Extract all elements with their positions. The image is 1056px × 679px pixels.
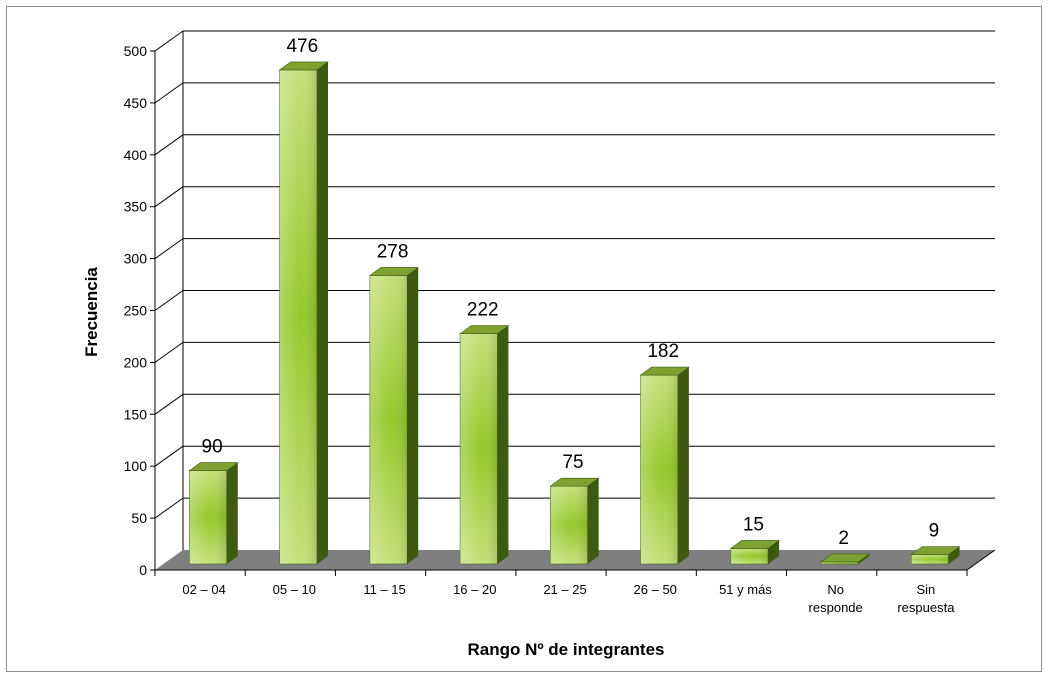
data-label: 15 xyxy=(743,514,764,535)
bar-top xyxy=(639,366,690,376)
x-tick-label: 16 – 20 xyxy=(453,582,496,597)
gridline-diagonal xyxy=(154,341,184,363)
data-label: 476 xyxy=(286,36,318,57)
bar-top xyxy=(910,546,961,555)
axes: 0 50 100 150 200 250 300 350 400 450 500 02 – 04 05 … xyxy=(124,43,996,615)
bar-shade xyxy=(189,470,227,564)
bar-side xyxy=(948,546,960,564)
data-labels: 90 476 278 222 75 182 15 2 9 xyxy=(202,36,940,549)
y-tick-label: 50 xyxy=(131,510,147,526)
bar-side xyxy=(497,325,509,564)
gridline-diagonal xyxy=(154,238,184,260)
data-label: 75 xyxy=(562,452,583,473)
bar-top xyxy=(188,462,239,471)
bar-top xyxy=(278,61,329,71)
x-tick-label: Sin xyxy=(916,582,935,597)
data-label: 222 xyxy=(467,300,499,321)
y-tick-label: 250 xyxy=(124,303,148,319)
x-axis-title: Rango Nº de integrantes xyxy=(467,640,664,659)
y-axis-title: Frecuencia xyxy=(82,267,101,357)
gridline-diagonal xyxy=(154,186,184,208)
gridline-diagonal xyxy=(154,393,184,415)
x-tick-label: respuesta xyxy=(897,600,955,615)
gridline-diagonal xyxy=(154,445,184,467)
y-tick-label: 150 xyxy=(124,406,148,422)
data-label: 90 xyxy=(202,437,223,458)
y-tick-label: 400 xyxy=(124,147,148,163)
bar-shade xyxy=(911,554,949,564)
bar-top xyxy=(820,553,871,563)
bars xyxy=(188,61,961,565)
gridline-diagonal xyxy=(154,82,184,104)
y-tick-label: 0 xyxy=(139,562,147,578)
x-tick-label: 05 – 10 xyxy=(273,582,316,597)
bar-shade xyxy=(550,486,588,564)
x-tick-label: responde xyxy=(809,600,863,615)
gridline-diagonal xyxy=(154,497,184,519)
x-tick-label: 51 y más xyxy=(719,582,772,597)
bar-side xyxy=(858,553,870,564)
gridline-diagonal xyxy=(154,30,184,52)
x-tick-label: No xyxy=(827,582,844,597)
bar-shade xyxy=(640,375,678,564)
y-tick-label: 500 xyxy=(124,43,148,59)
bar-top xyxy=(368,267,420,276)
y-tick-label: 350 xyxy=(124,199,148,215)
bar-side xyxy=(407,267,419,564)
bar-chart: 0 50 100 150 200 250 300 350 400 450 500 02 – 04 05 … xyxy=(82,30,996,659)
data-label: 278 xyxy=(377,241,409,262)
bar-side xyxy=(226,462,238,564)
y-tick-label: 200 xyxy=(124,354,148,370)
bar-shade xyxy=(460,333,498,564)
bar-shade xyxy=(730,548,769,564)
bar-top xyxy=(549,477,600,487)
bar-shade xyxy=(369,275,408,564)
bar-side xyxy=(317,61,328,565)
y-tick-label: 100 xyxy=(124,458,148,474)
bar-shade xyxy=(821,561,859,564)
x-tick-label: 02 – 04 xyxy=(182,582,225,597)
x-tick-label: 11 – 15 xyxy=(363,582,405,597)
x-axis-depth-line xyxy=(966,549,996,571)
x-tick-label: 21 – 25 xyxy=(543,582,586,597)
y-tick-label: 300 xyxy=(124,251,148,267)
bar-top xyxy=(459,325,510,334)
gridline-diagonal xyxy=(154,290,184,311)
bar-top xyxy=(729,540,781,549)
data-label: 182 xyxy=(647,341,679,362)
data-label: 9 xyxy=(929,521,940,542)
bar-shade xyxy=(279,69,317,565)
data-label: 2 xyxy=(838,528,849,549)
x-tick-label: 26 – 50 xyxy=(634,582,677,597)
gridline-diagonal xyxy=(154,134,184,156)
bar-side xyxy=(677,367,689,564)
chart-frame: 0 50 100 150 200 250 300 350 400 450 500 02 – 04 05 … xyxy=(6,6,1042,672)
bar-side xyxy=(768,540,780,564)
y-tick-label: 450 xyxy=(124,95,148,111)
bar-side xyxy=(587,478,599,564)
